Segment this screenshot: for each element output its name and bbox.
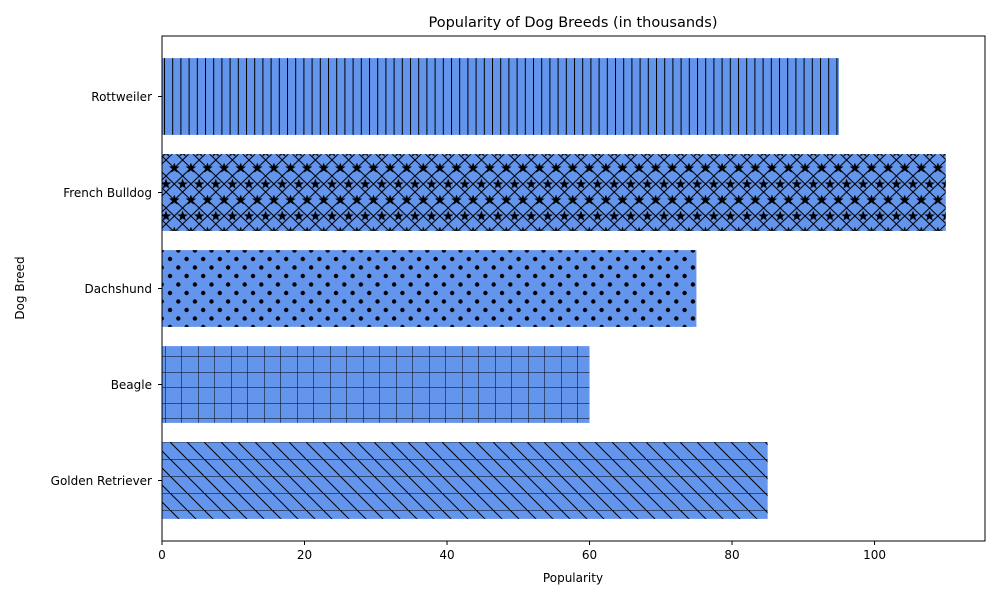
y-tick-label: Dachshund: [85, 282, 152, 296]
bar-rottweiler: [162, 58, 839, 135]
y-tick-label: Rottweiler: [91, 90, 152, 104]
y-axis-label: Dog Breed: [13, 256, 27, 319]
x-tick-label: 20: [297, 548, 312, 562]
bar-dachshund: [162, 250, 697, 327]
bar-golden-retriever: [162, 442, 768, 519]
x-axis-label: Popularity: [543, 571, 603, 585]
x-tick-label: 40: [439, 548, 454, 562]
x-axis-ticks: 0 20 40 60 80 100: [158, 541, 886, 562]
x-tick-label: 0: [158, 548, 166, 562]
x-tick-label: 100: [863, 548, 886, 562]
y-tick-label: French Bulldog: [63, 186, 152, 200]
bars-group: [162, 58, 946, 519]
x-tick-label: 60: [582, 548, 597, 562]
y-axis-ticks: Golden Retriever Beagle Dachshund French Bu…: [51, 90, 162, 488]
x-tick-label: 80: [724, 548, 739, 562]
bar-french-bulldog: [162, 154, 946, 231]
chart-title: Popularity of Dog Breeds (in thousands): [429, 15, 718, 31]
y-tick-label: Beagle: [111, 378, 152, 392]
bar-beagle: [162, 346, 590, 423]
y-tick-label: Golden Retriever: [51, 474, 152, 488]
